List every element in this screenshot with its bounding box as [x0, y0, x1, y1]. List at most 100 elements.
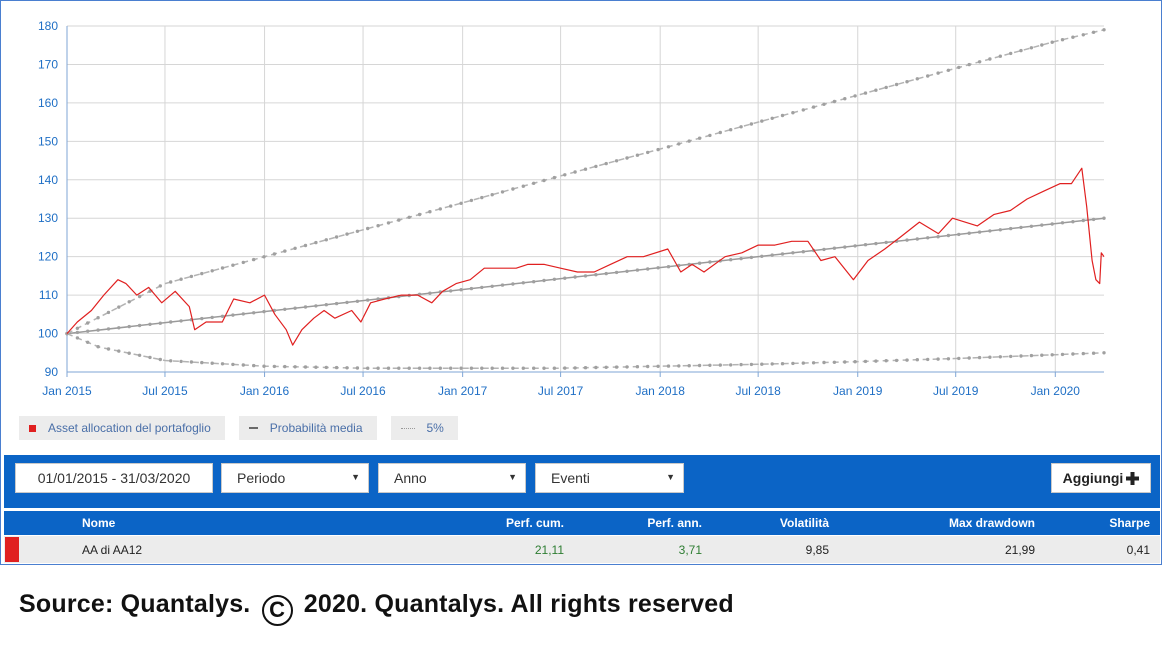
- line-chart: 90 100 110 120 130 140 150 160 170 180 Jan 2015 Jul…: [38, 19, 1106, 398]
- plus-icon: [1126, 471, 1140, 485]
- upper-5pct-line-marker: [210, 269, 214, 273]
- lower-5pct-line-marker: [977, 355, 982, 360]
- upper-5pct-line-marker: [770, 116, 774, 121]
- average-line-marker: [542, 278, 546, 283]
- upper-5pct-line-marker: [86, 321, 90, 325]
- lower-5pct-line-marker: [272, 364, 277, 369]
- upper-5pct-line-marker: [926, 74, 930, 78]
- lower-5pct-line-marker: [677, 364, 681, 368]
- legend-item-average[interactable]: Probabilità media: [238, 416, 377, 440]
- lower-5pct-line-marker: [148, 355, 152, 360]
- date-range-field[interactable]: 01/01/2015 - 31/03/2020: [15, 463, 213, 493]
- x-tick-label: Jul 2019: [933, 384, 979, 398]
- lower-5pct-line-marker: [137, 353, 142, 357]
- average-line-marker: [594, 273, 598, 277]
- average-line-marker: [241, 312, 245, 316]
- lower-5pct-line-marker: [926, 357, 930, 362]
- add-button[interactable]: Aggiungi: [1051, 463, 1151, 493]
- lower-5pct-line-marker: [231, 362, 235, 367]
- upper-5pct-line-marker: [894, 82, 899, 87]
- table-row[interactable]: AA di AA12 21,11 3,71 9,85 21,99 0,41: [4, 536, 1160, 563]
- lower-5pct-line-marker: [635, 365, 640, 369]
- upper-5pct-line: [66, 29, 1105, 335]
- lower-5pct-line-marker: [780, 362, 785, 366]
- upper-5pct-line-marker: [687, 139, 691, 143]
- legend-item-5pct[interactable]: 5%: [390, 416, 458, 440]
- upper-5pct-line-marker: [729, 128, 733, 132]
- header-perf-ann[interactable]: Perf. ann.: [647, 516, 702, 530]
- x-tick-label: Jul 2017: [538, 384, 584, 398]
- average-line-marker: [791, 251, 795, 255]
- upper-5pct-line-marker: [656, 147, 660, 152]
- lower-5pct-line-marker: [241, 363, 245, 367]
- x-tick-label: Jan 2020: [1031, 384, 1081, 398]
- lower-5pct-line-marker: [542, 366, 546, 370]
- lower-5pct-line-marker: [75, 336, 80, 340]
- average-line-marker: [625, 269, 629, 273]
- average-line-marker: [770, 253, 774, 257]
- year-select[interactable]: Anno ▼: [378, 463, 526, 493]
- lower-5pct-line-marker: [407, 366, 411, 370]
- average-line-marker: [884, 240, 888, 245]
- upper-5pct-line-marker: [96, 316, 100, 320]
- header-sharpe[interactable]: Sharpe: [1109, 516, 1150, 530]
- lower-5pct-line-marker: [355, 366, 360, 370]
- lower-5pct-line-marker: [884, 359, 888, 363]
- average-line-marker: [148, 322, 152, 326]
- period-select[interactable]: Periodo ▼: [221, 463, 369, 493]
- upper-5pct-line-marker: [614, 159, 619, 163]
- y-tick-label: 160: [38, 96, 58, 110]
- lower-5pct-line-marker: [946, 357, 951, 361]
- lower-5pct-line-marker: [1071, 352, 1075, 356]
- x-tick-label: Jan 2018: [635, 384, 685, 398]
- upper-5pct-line-marker: [428, 210, 432, 214]
- upper-5pct-line-marker: [386, 221, 391, 225]
- average-line-marker: [252, 311, 256, 315]
- average-line-marker: [355, 299, 360, 303]
- lower-5pct-line-marker: [594, 365, 598, 370]
- average-line-marker: [957, 232, 961, 237]
- header-name[interactable]: Nome: [82, 516, 116, 530]
- row-volatility: 9,85: [805, 542, 829, 557]
- chart-legend: Asset allocation del portafoglio Probabi…: [19, 416, 458, 440]
- lower-5pct-line-marker: [417, 366, 422, 370]
- lower-5pct-line-marker: [428, 366, 432, 370]
- row-sharpe: 0,41: [1126, 542, 1150, 557]
- upper-5pct-line-marker: [283, 249, 287, 253]
- upper-5pct-line-marker: [231, 263, 235, 267]
- upper-5pct-line-marker: [314, 240, 318, 245]
- upper-5pct-line-marker: [438, 207, 442, 211]
- upper-5pct-line-marker: [573, 170, 577, 174]
- lower-5pct-line-marker: [811, 361, 816, 365]
- lower-5pct-line-marker: [614, 365, 619, 369]
- upper-5pct-line-marker: [542, 178, 546, 183]
- lower-5pct-line-marker: [1081, 351, 1086, 356]
- upper-5pct-line-marker: [635, 153, 640, 157]
- lower-5pct-line-marker: [729, 363, 733, 367]
- lower-5pct-line-marker: [252, 363, 256, 368]
- chart-frame: 90 100 110 120 130 140 150 160 170 180 Jan 2015 Jul…: [0, 0, 1162, 565]
- x-tick-label: Jul 2016: [340, 384, 386, 398]
- average-line-marker: [729, 258, 733, 262]
- header-volatility[interactable]: Volatilità: [779, 516, 829, 530]
- lower-5pct-line-marker: [210, 361, 214, 365]
- average-line-marker: [521, 281, 525, 285]
- lower-5pct-line-marker: [874, 359, 878, 363]
- upper-5pct-line-marker: [1050, 40, 1054, 44]
- events-select[interactable]: Eventi ▼: [535, 463, 684, 493]
- upper-5pct-line-marker: [811, 105, 816, 109]
- year-select-value: Anno: [394, 470, 427, 486]
- legend-item-portfolio[interactable]: Asset allocation del portafoglio: [19, 416, 225, 440]
- upper-5pct-line-marker: [1029, 46, 1034, 50]
- header-perf-cum[interactable]: Perf. cum.: [505, 516, 564, 530]
- lower-5pct-line-marker: [822, 360, 826, 365]
- upper-5pct-line-marker: [977, 60, 982, 64]
- lower-5pct-line-marker: [179, 359, 183, 364]
- series-color-marker: [5, 537, 19, 562]
- upper-5pct-line-marker: [293, 246, 297, 250]
- upper-5pct-line-marker: [739, 125, 743, 129]
- upper-5pct-line-marker: [480, 195, 484, 200]
- upper-5pct-line-marker: [189, 274, 194, 279]
- header-max-drawdown[interactable]: Max drawdown: [948, 516, 1035, 530]
- average-line-marker: [843, 245, 847, 249]
